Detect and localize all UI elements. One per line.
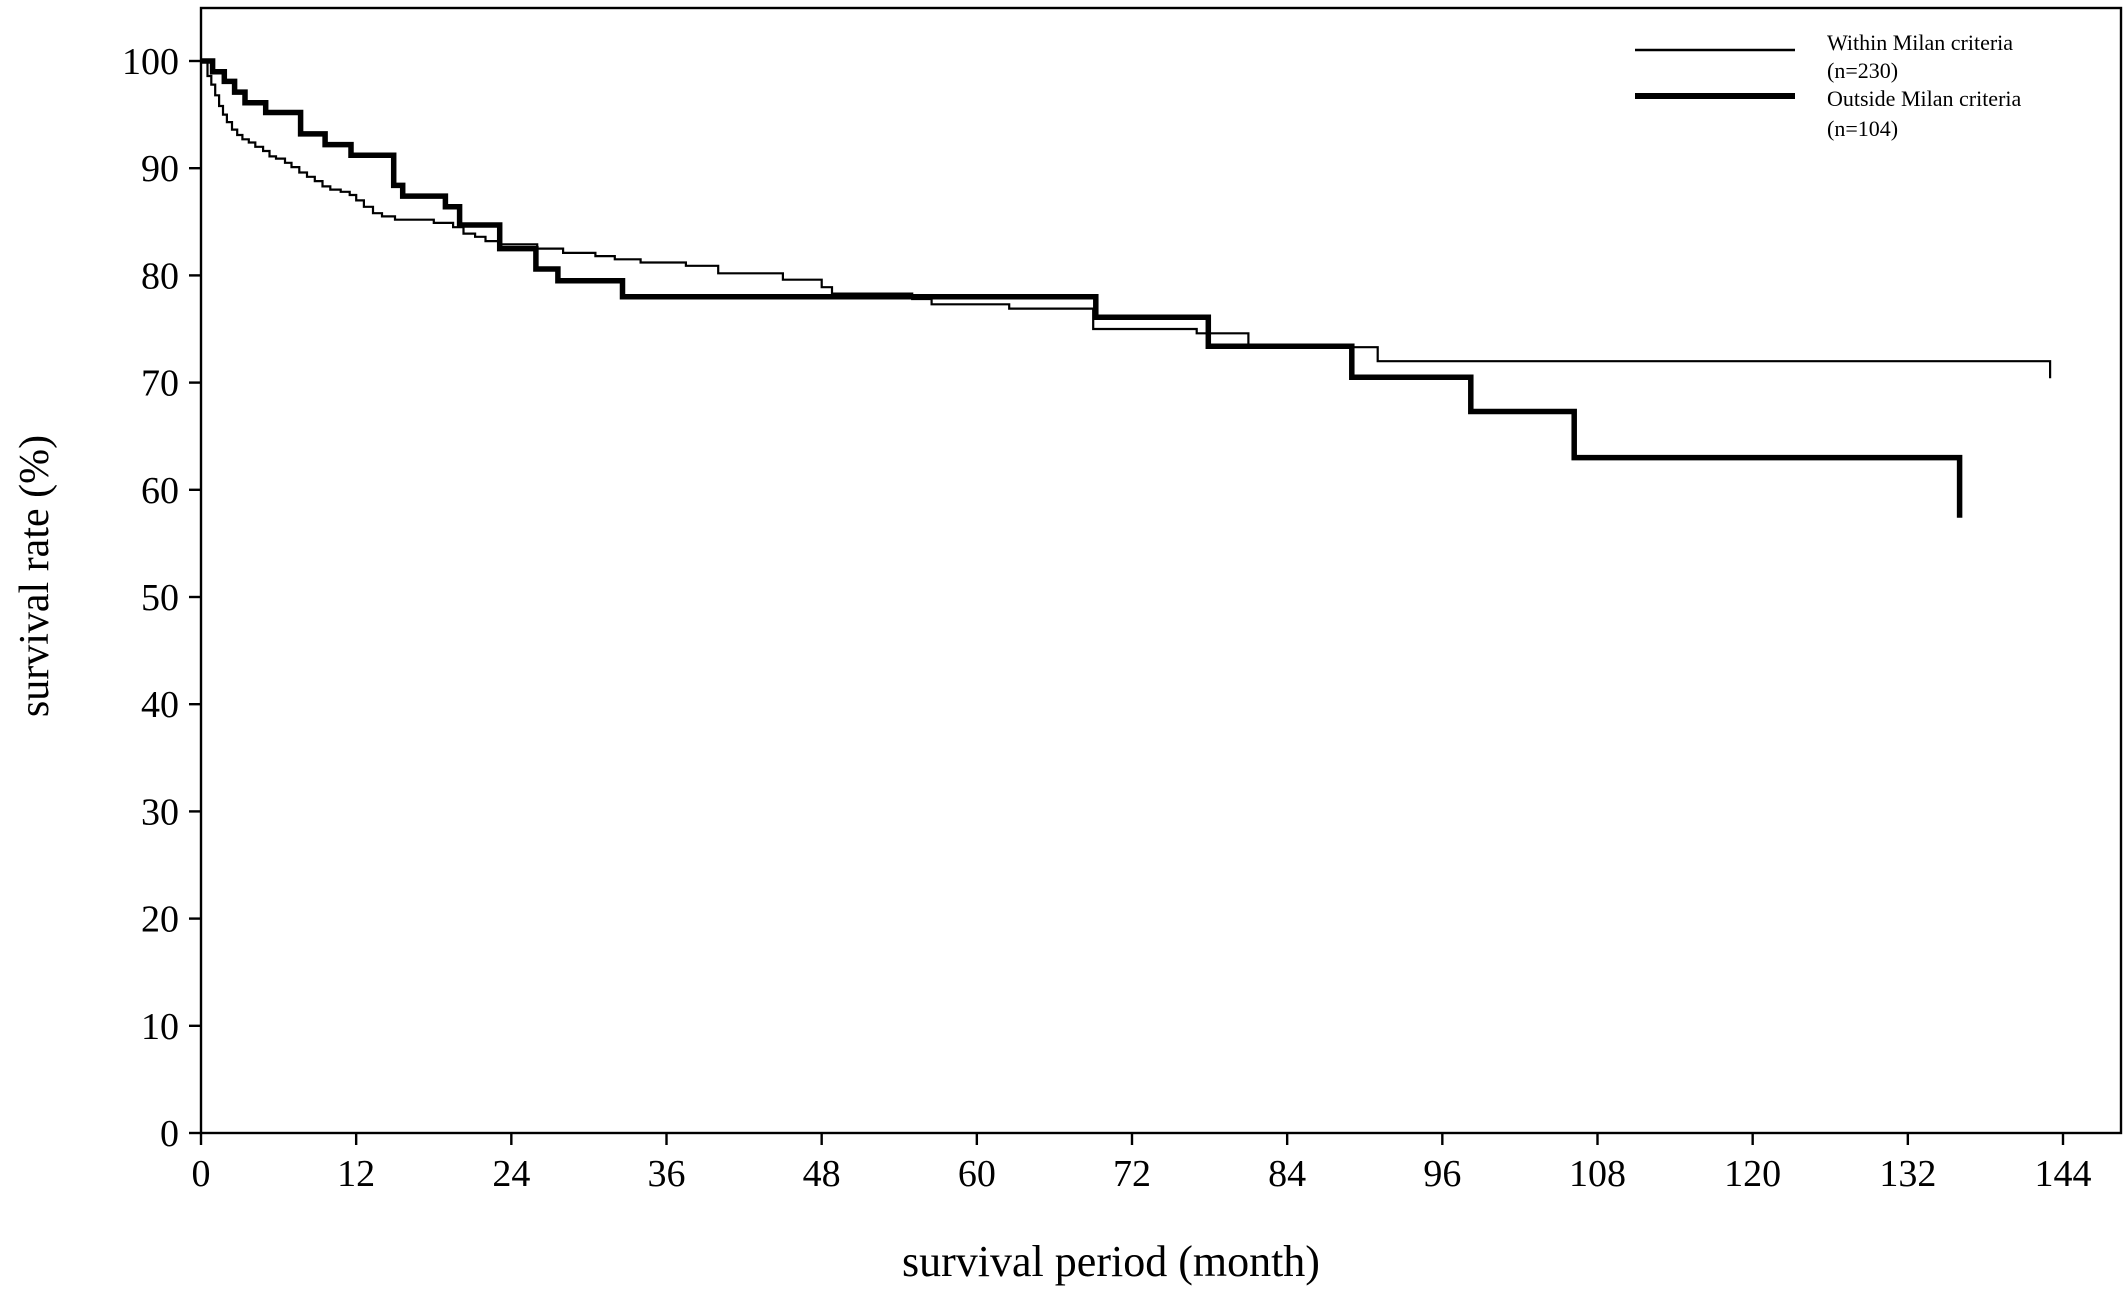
series-line-outside-milan (201, 58, 1963, 518)
y-axis-title: survival rate (%) (12, 435, 58, 717)
y-tick-label: 100 (122, 41, 179, 83)
x-tick-label: 36 (648, 1153, 686, 1195)
y-tick-label: 10 (141, 1006, 179, 1048)
x-tick-label: 72 (1113, 1153, 1151, 1195)
legend-label-within: Within Milan criteria (1827, 30, 2013, 55)
x-tick-label: 96 (1423, 1153, 1461, 1195)
y-tick-label: 80 (141, 255, 179, 297)
y-tick-label: 30 (141, 791, 179, 833)
y-tick-label: 90 (141, 148, 179, 190)
y-tick-label: 50 (141, 577, 179, 619)
legend-count-outside: (n=104) (1827, 116, 1898, 141)
legend-count-within: (n=230) (1827, 58, 1898, 83)
series-line-within-milan (201, 59, 2052, 379)
x-tick-label: 48 (803, 1153, 841, 1195)
axes: 0 12 24 36 48 60 72 84 96 108 120 132 144 0 10 20 30 40 50… (122, 6, 2123, 1195)
x-tick-label: 108 (1569, 1153, 1626, 1195)
x-tick-label: 24 (492, 1153, 530, 1195)
x-tick-label: 144 (2035, 1153, 2092, 1195)
y-tick-label: 40 (141, 684, 179, 726)
y-tick-label: 20 (141, 899, 179, 941)
legend: Within Milan criteria (n=230) Outside Mi… (1635, 30, 2022, 141)
x-tick-label: 60 (958, 1153, 996, 1195)
x-tick-label: 12 (337, 1153, 375, 1195)
x-tick-label: 84 (1268, 1153, 1306, 1195)
x-tick-label: 120 (1724, 1153, 1781, 1195)
y-tick-label: 70 (141, 363, 179, 405)
legend-label-outside: Outside Milan criteria (1827, 86, 2022, 111)
series-layer (201, 58, 2052, 518)
plot-frame (199, 6, 2123, 1135)
y-tick-label: 60 (141, 470, 179, 512)
y-tick-label: 0 (160, 1113, 179, 1155)
x-axis-title: survival period (month) (902, 1237, 1320, 1286)
x-tick-label: 132 (1879, 1153, 1936, 1195)
x-tick-label: 0 (192, 1153, 211, 1195)
